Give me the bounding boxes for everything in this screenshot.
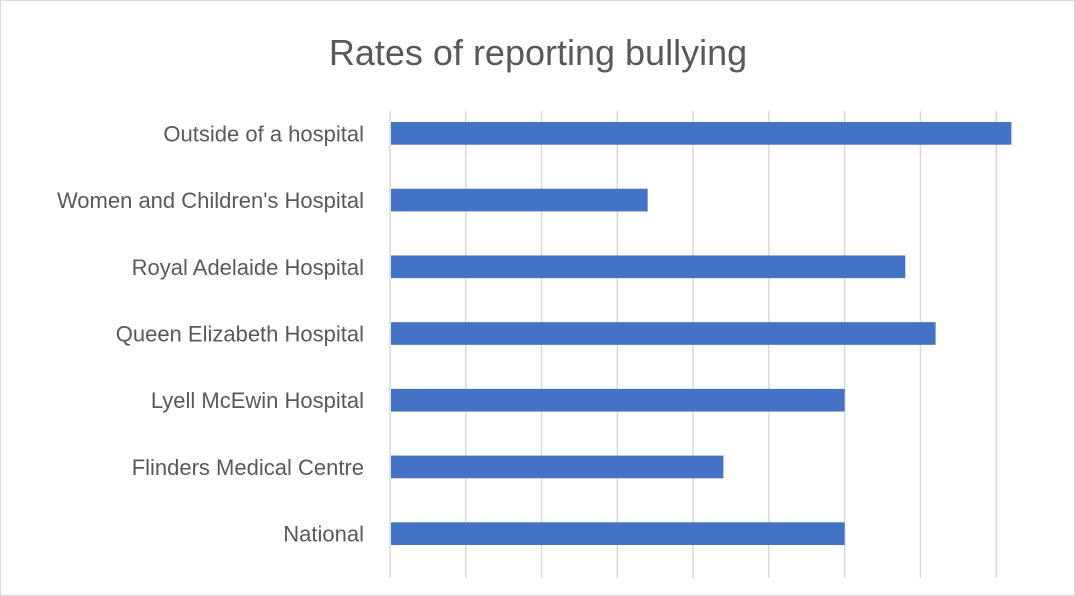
- bar-1: [391, 122, 1012, 145]
- bar-3: [391, 255, 906, 279]
- category-label: National: [283, 522, 364, 547]
- bar-2: [391, 188, 648, 212]
- category-labels: Outside of a hospital Women and Children'…: [57, 121, 364, 546]
- category-label: Queen Elizabeth Hospital: [116, 322, 364, 347]
- bar-7: [391, 522, 845, 545]
- category-label: Royal Adelaide Hospital: [132, 255, 364, 280]
- bar-5: [391, 388, 845, 412]
- bar-6: [391, 455, 724, 479]
- bar-4: [391, 322, 936, 345]
- chart-title: Rates of reporting bullying: [329, 32, 747, 73]
- category-label: Lyell McEwin Hospital: [151, 388, 364, 413]
- category-label: Women and Children's Hospital: [57, 188, 364, 213]
- category-label: Outside of a hospital: [163, 121, 364, 146]
- bars: [391, 122, 1012, 545]
- category-label: Flinders Medical Centre: [132, 455, 364, 480]
